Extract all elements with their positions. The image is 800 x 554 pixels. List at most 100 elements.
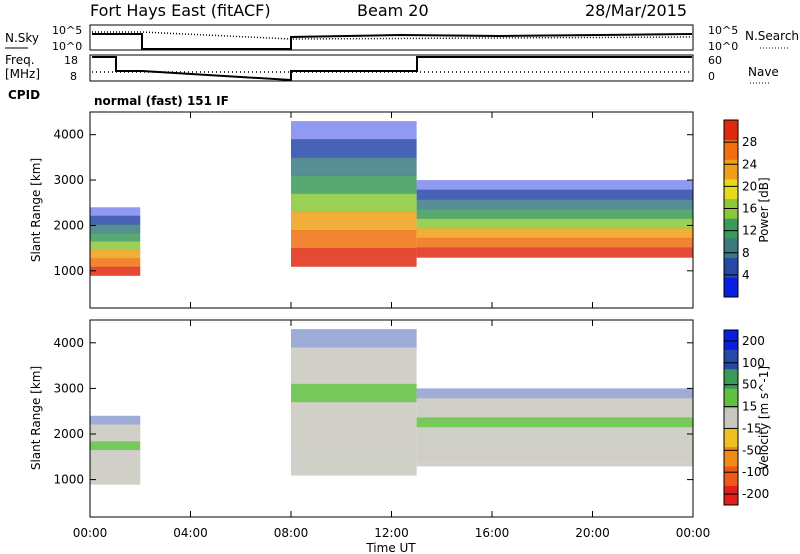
echo-band [291, 365, 417, 385]
freq-label-line1: Freq. [5, 53, 35, 67]
colorbar-tick-label: 50 [742, 378, 757, 392]
echo-band [416, 218, 693, 229]
echo-band [291, 456, 417, 476]
echo-band [291, 229, 417, 249]
y-tick-label: 4000 [53, 336, 84, 350]
colorbar-segment [724, 139, 738, 160]
echo-band [416, 398, 693, 409]
colorbar-tick-label: 8 [742, 246, 750, 260]
echo-band [291, 121, 417, 140]
nave-label: Nave [748, 65, 779, 79]
cpid-label: CPID [8, 88, 40, 102]
x-tick-label: 00:00 [73, 526, 108, 540]
x-tick-label: 08:00 [274, 526, 309, 540]
echo-band [90, 258, 141, 268]
echo-band [416, 446, 693, 457]
colorbar-segment [724, 388, 738, 409]
colorbar-segment [724, 179, 738, 200]
echo-band [416, 427, 693, 438]
colorbar-segment [724, 407, 738, 428]
colorbar-segment [724, 368, 738, 389]
noise-left-tick-bottom: 10^0 [52, 40, 82, 53]
colorbar-segment [724, 218, 738, 239]
x-tick-label: 04:00 [173, 526, 208, 540]
echo-band [416, 199, 693, 210]
echo-band [291, 139, 417, 158]
colorbar-segment [724, 349, 738, 370]
echo-band [416, 436, 693, 448]
echo-band [90, 467, 141, 477]
freq-right-tick-bottom: 0 [708, 70, 715, 83]
colorbar-segment [724, 257, 738, 278]
echo-band [90, 215, 141, 225]
freq-left-tick-top: 18 [64, 54, 78, 67]
colorbar-tick-label: 16 [742, 202, 757, 216]
colorbar-tick-label: 100 [742, 356, 765, 370]
y-tick-label: 3000 [53, 173, 84, 187]
noise-panel: N.Sky 10^5 10^0 10^5 10^0 N.Search [5, 24, 799, 53]
colorbar-segment [724, 120, 738, 141]
echo-band [90, 475, 141, 485]
colorbar-segment [724, 446, 738, 467]
y-tick-label: 1000 [53, 473, 84, 487]
echo-band [416, 417, 693, 428]
y-tick-label: 2000 [53, 218, 84, 232]
echo-band [90, 441, 141, 451]
echo-band [291, 347, 417, 367]
power-echoes [90, 121, 693, 276]
x-tick-label: 20:00 [575, 526, 610, 540]
echo-band [90, 415, 141, 425]
echo-band [416, 456, 693, 467]
frequency-panel: Freq. [MHz] 18 8 60 0 Nave [5, 53, 779, 84]
echo-band [90, 449, 141, 460]
colorbar-tick-label: -15 [742, 421, 762, 435]
echo-band [291, 329, 417, 348]
velocity-colorbar-label: Velocity [m s^-1] [757, 366, 771, 470]
noise-right-tick-bottom: 10^0 [708, 40, 738, 53]
echo-band [90, 241, 141, 251]
echo-band [90, 432, 141, 442]
power-y-axis: 1000 2000 3000 4000 [53, 128, 693, 278]
echo-band [291, 438, 417, 458]
echo-band [416, 180, 693, 191]
freq-left-tick-bottom: 8 [70, 70, 77, 83]
colorbar-tick-label: 24 [742, 157, 757, 171]
colorbar-tick-label: 28 [742, 135, 757, 149]
velocity-colorbar: -200 -100 -50 -15 15 50 100 200 Velocity [m s^-… [723, 329, 771, 506]
echo-band [416, 407, 693, 418]
velocity-panel: 1000 2000 3000 4000 Slant Range [km] [29, 319, 694, 518]
colorbar-tick-label: 4 [742, 268, 750, 282]
beam-title: Beam 20 [357, 1, 429, 20]
station-title: Fort Hays East (fitACF) [90, 1, 271, 20]
noise-right-label: N.Search [745, 29, 799, 43]
echo-band [90, 266, 141, 276]
echo-band [291, 402, 417, 421]
velocity-ylabel: Slant Range [km] [29, 366, 43, 470]
colorbar-tick-label: -200 [742, 487, 769, 501]
echo-band [291, 157, 417, 177]
power-panel: 1000 2000 3000 4000 Slant Range [km] [29, 111, 694, 309]
time-axis: 00:00 04:00 08:00 12:00 16:00 20:00 00:00 [73, 112, 710, 540]
colorbar-segment [724, 159, 738, 180]
echo-band [291, 420, 417, 440]
x-tick-label: 16:00 [475, 526, 510, 540]
echo-band [90, 224, 141, 234]
echo-band [416, 237, 693, 249]
colorbar-segment [724, 277, 738, 298]
velocity-echoes [90, 329, 693, 485]
echo-band [90, 424, 141, 434]
echo-band [416, 247, 693, 258]
echo-band [291, 193, 417, 213]
echo-band [90, 249, 141, 259]
echo-band [416, 208, 693, 220]
echo-band [291, 248, 417, 267]
cpid-value: normal (fast) 151 IF [94, 94, 229, 108]
x-axis-label: Time UT [365, 541, 416, 554]
noise-left-tick-top: 10^5 [52, 24, 82, 37]
y-tick-label: 4000 [53, 128, 84, 142]
frequency-trace [92, 56, 692, 82]
echo-band [416, 228, 693, 239]
x-tick-label: 12:00 [374, 526, 409, 540]
noise-search-trace [92, 31, 693, 40]
